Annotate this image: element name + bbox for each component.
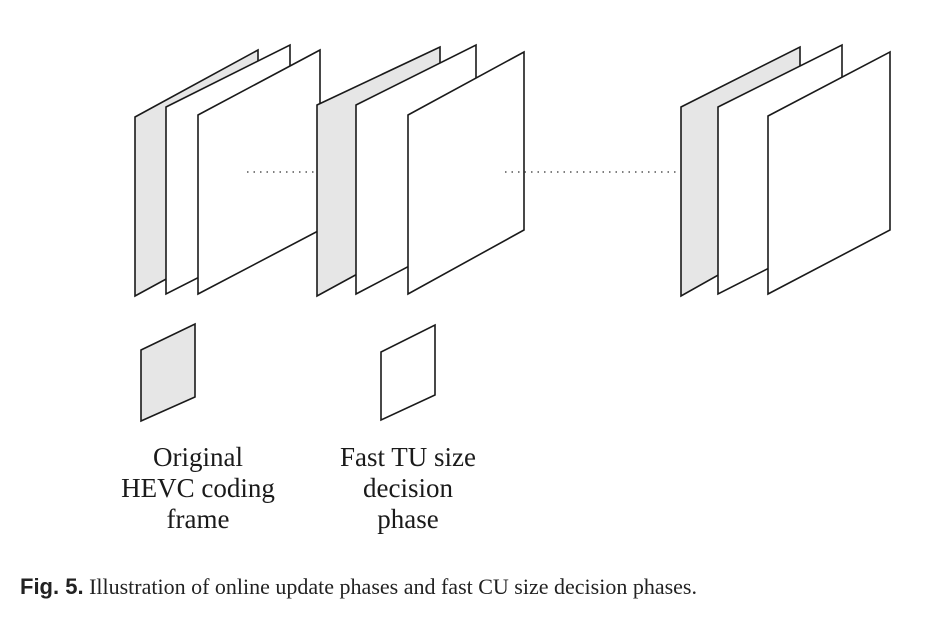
legend-original-line-2: HEVC coding [121,473,275,503]
frame-group-3 [680,43,891,298]
legend-fast-swatch [380,323,436,422]
fast-frame [767,50,891,296]
figure-number: Fig. 5. [20,574,84,599]
legend-fast-line-2: decision [363,473,453,503]
legend-original-label: Original HEVC coding frame [108,442,288,535]
legend-original-swatch [140,322,196,423]
frame-group-1 [134,43,321,298]
legend-fast-line-3: phase [377,504,439,534]
figure-caption: Fig. 5. Illustration of online update ph… [20,573,925,601]
fast-frame [407,50,525,296]
legend-fast-label: Fast TU size decision phase [308,442,508,535]
legend-original-line-1: Original [153,442,243,472]
frame-group-2 [316,43,525,298]
legend-original-line-3: frame [166,504,230,534]
legend-fast-line-1: Fast TU size [340,442,476,472]
caption-text: Illustration of online update phases and… [89,574,697,599]
